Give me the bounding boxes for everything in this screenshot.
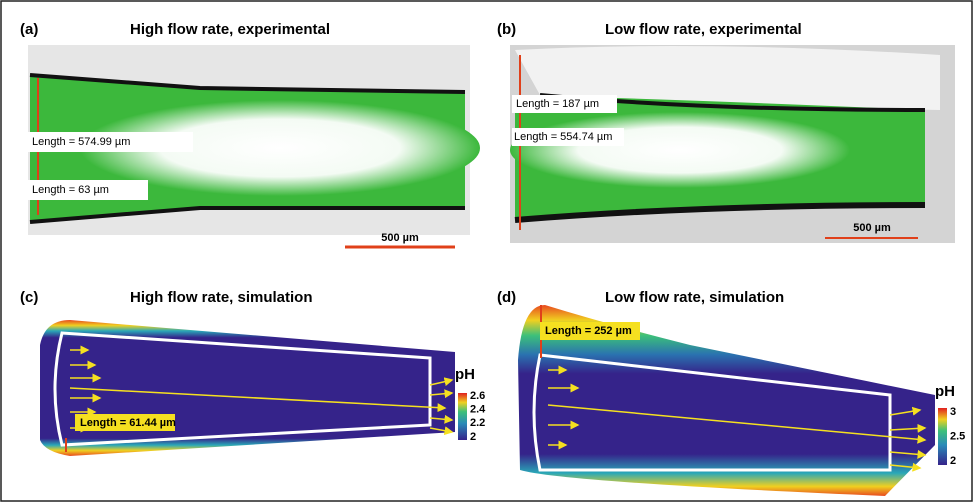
colorbar-tick: 2.2 bbox=[470, 417, 485, 429]
panel-title: Low flow rate, experimental bbox=[605, 21, 802, 38]
colorbar-tick: 2 bbox=[950, 455, 956, 467]
annotation: Length = 574.99 µm bbox=[32, 136, 130, 148]
colorbar-tick: 2.6 bbox=[470, 390, 485, 402]
panel-letter: (d) bbox=[497, 289, 516, 306]
scale-bar-label: 500 µm bbox=[381, 232, 419, 244]
colorbar bbox=[938, 408, 947, 465]
annotation: Length = 63 µm bbox=[32, 184, 109, 196]
colorbar-label: pH bbox=[455, 366, 475, 383]
panel-title: High flow rate, experimental bbox=[130, 21, 330, 38]
colorbar-tick: 2.5 bbox=[950, 430, 965, 442]
colorbar-label: pH bbox=[935, 383, 955, 400]
panel-letter: (b) bbox=[497, 21, 516, 38]
panel-b bbox=[510, 45, 955, 243]
annotation: Length = 187 µm bbox=[516, 98, 599, 110]
annotation: Length = 252 µm bbox=[545, 325, 632, 337]
scale-bar-label: 500 µm bbox=[853, 222, 891, 234]
figure: (a) High flow rate, experimental Length … bbox=[0, 0, 973, 502]
colorbar-tick: 2.4 bbox=[470, 404, 486, 416]
colorbar-tick: 2 bbox=[470, 431, 476, 443]
panel-letter: (c) bbox=[20, 289, 38, 306]
colorbar bbox=[458, 393, 467, 440]
panel-title: Low flow rate, simulation bbox=[605, 289, 784, 306]
annotation: Length = 61.44 µm bbox=[80, 417, 176, 429]
panel-title: High flow rate, simulation bbox=[130, 289, 313, 306]
colorbar-tick: 3 bbox=[950, 406, 956, 418]
panel-letter: (a) bbox=[20, 21, 38, 38]
annotation: Length = 554.74 µm bbox=[514, 131, 612, 143]
